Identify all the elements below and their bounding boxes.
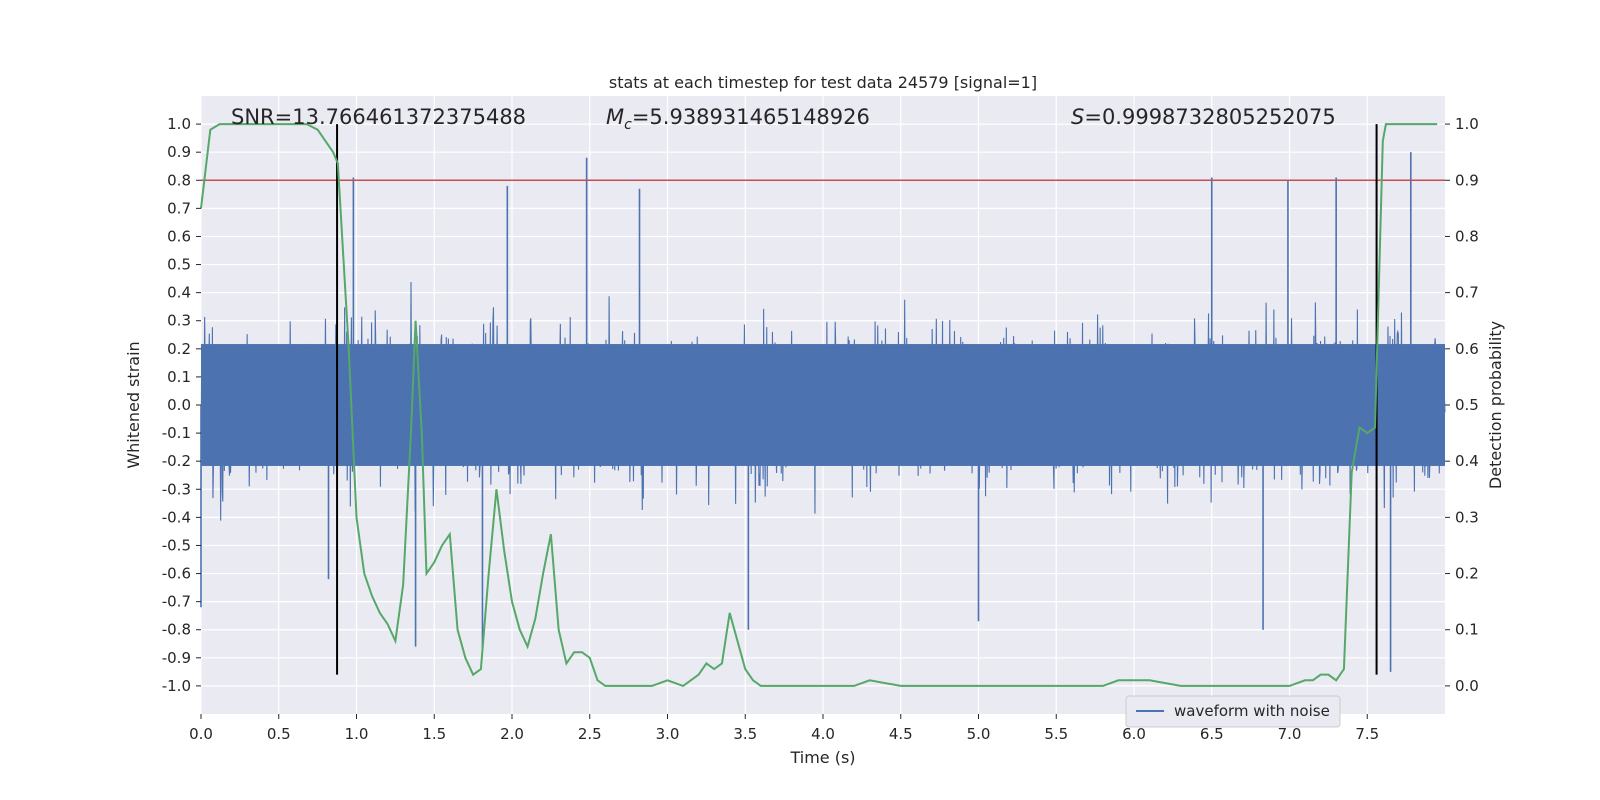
y-axis-left-label: Whitened strain — [124, 341, 143, 468]
s-value: =0.9998732805252075 — [1084, 105, 1335, 129]
y-right-tick-label: 0.9 — [1455, 171, 1479, 189]
x-tick-label: 7.0 — [1278, 725, 1302, 743]
x-tick-label: 4.0 — [811, 725, 835, 743]
y-left-tick-label: -0.8 — [162, 621, 191, 639]
y-left-tick-label: -0.7 — [162, 593, 191, 611]
y-left-tick-label: 0.4 — [167, 284, 191, 302]
waveform-series — [200, 152, 1446, 672]
x-tick-label: 2.5 — [578, 725, 602, 743]
legend-box — [1125, 695, 1341, 728]
x-tick-label: 7.5 — [1355, 725, 1379, 743]
y-left-tick-label: 0.6 — [167, 227, 191, 245]
y-right-tick-label: 0.7 — [1455, 284, 1479, 302]
y-left-tick-label: 0.1 — [167, 368, 191, 386]
y-right-tick-label: 0.4 — [1455, 452, 1479, 470]
y-right-tick-label: 0.1 — [1455, 621, 1479, 639]
legend-label: waveform with noise — [1174, 702, 1330, 720]
waveform-core-band — [201, 344, 1445, 466]
mc-subscript: c — [624, 117, 632, 133]
y-left-tick-label: -0.6 — [162, 565, 191, 583]
snr-annotation: SNR=13.766461372375488 — [231, 105, 526, 129]
y-right-axis-ticks: 1.0 0.9 0.8 0.7 0.6 0.5 0.4 0.3 0.2 0.1 0.0 — [1445, 115, 1479, 695]
mc-symbol: M — [606, 105, 624, 129]
y-left-tick-label: -0.9 — [162, 649, 191, 667]
x-tick-label: 3.0 — [656, 725, 680, 743]
mc-value: =5.938931465148926 — [632, 105, 870, 129]
y-left-tick-label: -0.5 — [162, 536, 191, 554]
y-right-tick-label: 0.6 — [1455, 340, 1479, 358]
y-left-tick-label: -1.0 — [162, 677, 191, 695]
y-left-tick-label: -0.1 — [162, 424, 191, 442]
s-symbol: S — [1071, 105, 1084, 129]
y-left-tick-label: 1.0 — [167, 115, 191, 133]
y-left-tick-label: 0.3 — [167, 312, 191, 330]
score-annotation: S=0.9998732805252075 — [1071, 105, 1336, 129]
x-tick-label: 4.5 — [889, 725, 913, 743]
y-right-tick-label: 0.5 — [1455, 396, 1479, 414]
x-axis-label: Time (s) — [789, 748, 855, 767]
x-tick-label: 5.0 — [967, 725, 991, 743]
chirp-mass-annotation: Mc=5.938931465148926 — [606, 105, 870, 133]
x-tick-label: 6.5 — [1200, 725, 1224, 743]
x-tick-label: 1.5 — [422, 725, 446, 743]
y-left-tick-label: -0.4 — [162, 508, 191, 526]
y-left-tick-label: 0.2 — [167, 340, 191, 358]
y-left-tick-label: 0.9 — [167, 143, 191, 161]
y-left-tick-label: 0.8 — [167, 171, 191, 189]
probability-line — [200, 123, 1438, 688]
x-tick-label: 1.0 — [345, 725, 369, 743]
y-left-tick-label: 0.5 — [167, 256, 191, 274]
y-right-tick-label: 0.3 — [1455, 508, 1479, 526]
x-tick-label: 6.0 — [1122, 725, 1146, 743]
x-tick-label: 0.0 — [189, 725, 213, 743]
y-right-tick-label: 1.0 — [1455, 115, 1479, 133]
y-left-tick-label: 0.0 — [167, 396, 191, 414]
legend: waveform with noise — [1125, 695, 1341, 728]
x-tick-label: 5.5 — [1044, 725, 1068, 743]
x-tick-label: 0.5 — [267, 725, 291, 743]
y-right-tick-label: 0.8 — [1455, 227, 1479, 245]
y-left-tick-label: -0.3 — [162, 480, 191, 498]
y-axis-right-label: Detection probability — [1486, 321, 1505, 489]
y-left-tick-label: -0.2 — [162, 452, 191, 470]
y-left-tick-label: 0.7 — [167, 199, 191, 217]
y-left-axis-ticks: 1.0 0.9 0.8 0.7 0.6 0.5 0.4 0.3 0.2 0.1 0.0 -0.1 -0.… — [162, 115, 201, 695]
probability-series — [200, 123, 1438, 688]
y-right-tick-label: 0.2 — [1455, 565, 1479, 583]
x-tick-label: 2.0 — [500, 725, 524, 743]
chart-title: stats at each timestep for test data 245… — [609, 73, 1037, 92]
x-axis-ticks: 0.0 0.5 1.0 1.5 2.0 2.5 3.0 3.5 4.0 4.5 5.0 5.5 6.0 6… — [189, 714, 1379, 743]
x-tick-label: 3.5 — [733, 725, 757, 743]
y-right-tick-label: 0.0 — [1455, 677, 1479, 695]
